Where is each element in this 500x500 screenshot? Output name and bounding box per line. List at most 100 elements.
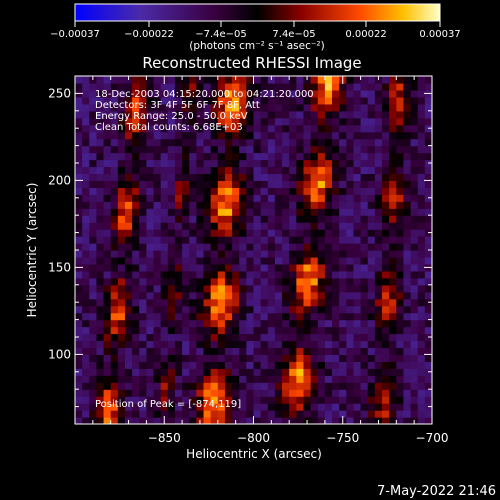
heatmap-cell [210, 145, 219, 154]
heatmap-cell [96, 159, 105, 168]
heatmap-cell [217, 243, 226, 251]
heatmap-cell [117, 229, 126, 237]
heatmap-cell [182, 305, 190, 314]
heatmap-cell [396, 138, 405, 147]
heatmap-cell [203, 250, 212, 258]
heatmap-cell [303, 82, 312, 91]
heatmap-cell [110, 250, 119, 258]
heatmap-cell [253, 291, 262, 300]
heatmap-cell [124, 340, 133, 349]
heatmap-cell [403, 305, 412, 314]
heatmap-cell [374, 250, 383, 258]
heatmap-cell [132, 194, 140, 202]
heatmap-cell [246, 277, 255, 286]
heatmap-cell [139, 124, 147, 133]
heatmap-cell [389, 145, 397, 154]
heatmap-cell [146, 305, 155, 314]
heatmap-cell [196, 382, 205, 390]
heatmap-cell [260, 208, 269, 216]
heatmap-cell [267, 284, 276, 293]
heatmap-cell [282, 145, 290, 154]
heatmap-cell [260, 159, 269, 168]
heatmap-cell [232, 208, 240, 216]
heatmap-cell [346, 403, 355, 411]
heatmap-cell [374, 236, 383, 244]
heatmap-cell [317, 326, 326, 335]
heatmap-cell [289, 173, 297, 181]
heatmap-cell [296, 173, 305, 181]
heatmap-cell [374, 270, 383, 279]
heatmap-cell [317, 396, 326, 404]
heatmap-cell [103, 145, 112, 154]
heatmap-cell [82, 208, 90, 216]
heatmap-cell [153, 340, 162, 349]
heatmap-cell [382, 103, 390, 112]
heatmap-cell [89, 263, 98, 272]
heatmap-cell [75, 256, 83, 265]
heatmap-cell [146, 270, 155, 279]
heatmap-cell [424, 340, 432, 349]
heatmap-cell [367, 319, 376, 328]
heatmap-cell [267, 194, 276, 202]
heatmap-cell [139, 389, 147, 397]
heatmap-cell [232, 131, 240, 140]
heatmap-cell [174, 152, 183, 161]
heatmap-cell [82, 180, 90, 188]
heatmap-cell [417, 305, 426, 314]
heatmap-cell [260, 403, 269, 411]
heatmap-cell [217, 138, 226, 147]
heatmap-cell [396, 222, 405, 230]
heatmap-cell [403, 263, 412, 272]
heatmap-cell [189, 277, 197, 286]
heatmap-cell [289, 263, 297, 272]
heatmap-cell [89, 173, 98, 181]
heatmap-cell [110, 124, 119, 133]
heatmap-cell [167, 361, 176, 369]
heatmap-cell [189, 333, 197, 342]
heatmap-cell [339, 89, 347, 98]
heatmap-cell [174, 396, 183, 404]
heatmap-cell [382, 312, 390, 321]
heatmap-cell [82, 333, 90, 342]
heatmap-cell [246, 396, 255, 404]
heatmap-cell [224, 243, 233, 251]
heatmap-cell [410, 201, 419, 209]
heatmap-cell [339, 375, 347, 383]
heatmap-cell [353, 236, 362, 244]
heatmap-cell [96, 166, 105, 175]
heatmap-cell [82, 305, 90, 314]
heatmap-cell [224, 173, 233, 181]
heatmap-cell [132, 96, 140, 105]
heatmap-cell [246, 256, 255, 265]
heatmap-cell [103, 96, 112, 105]
heatmap-cell [103, 277, 112, 286]
heatmap-cell [132, 382, 140, 390]
heatmap-cell [367, 138, 376, 147]
heatmap-cell [96, 298, 105, 307]
heatmap-cell [224, 215, 233, 223]
heatmap-cell [389, 180, 397, 188]
heatmap-cell [75, 138, 83, 147]
heatmap-cell [274, 243, 283, 251]
heatmap-cell [339, 410, 347, 418]
heatmap-cell [103, 354, 112, 362]
heatmap-cell [217, 256, 226, 265]
heatmap-cell [103, 215, 112, 223]
heatmap-cell [253, 256, 262, 265]
heatmap-cell [132, 354, 140, 362]
heatmap-cell [174, 361, 183, 369]
y-tick-label: 250 [48, 86, 71, 100]
heatmap-cell [274, 131, 283, 140]
heatmap-cell [117, 333, 126, 342]
heatmap-cell [232, 222, 240, 230]
heatmap-cell [203, 389, 212, 397]
heatmap-cell [417, 256, 426, 265]
heatmap-cell [75, 103, 83, 112]
heatmap-cell [174, 138, 183, 147]
heatmap-cell [260, 138, 269, 147]
heatmap-cell [310, 166, 319, 175]
heatmap-cell [224, 319, 233, 328]
heatmap-cell [417, 117, 426, 126]
heatmap-cell [124, 326, 133, 335]
heatmap-cell [360, 117, 369, 126]
